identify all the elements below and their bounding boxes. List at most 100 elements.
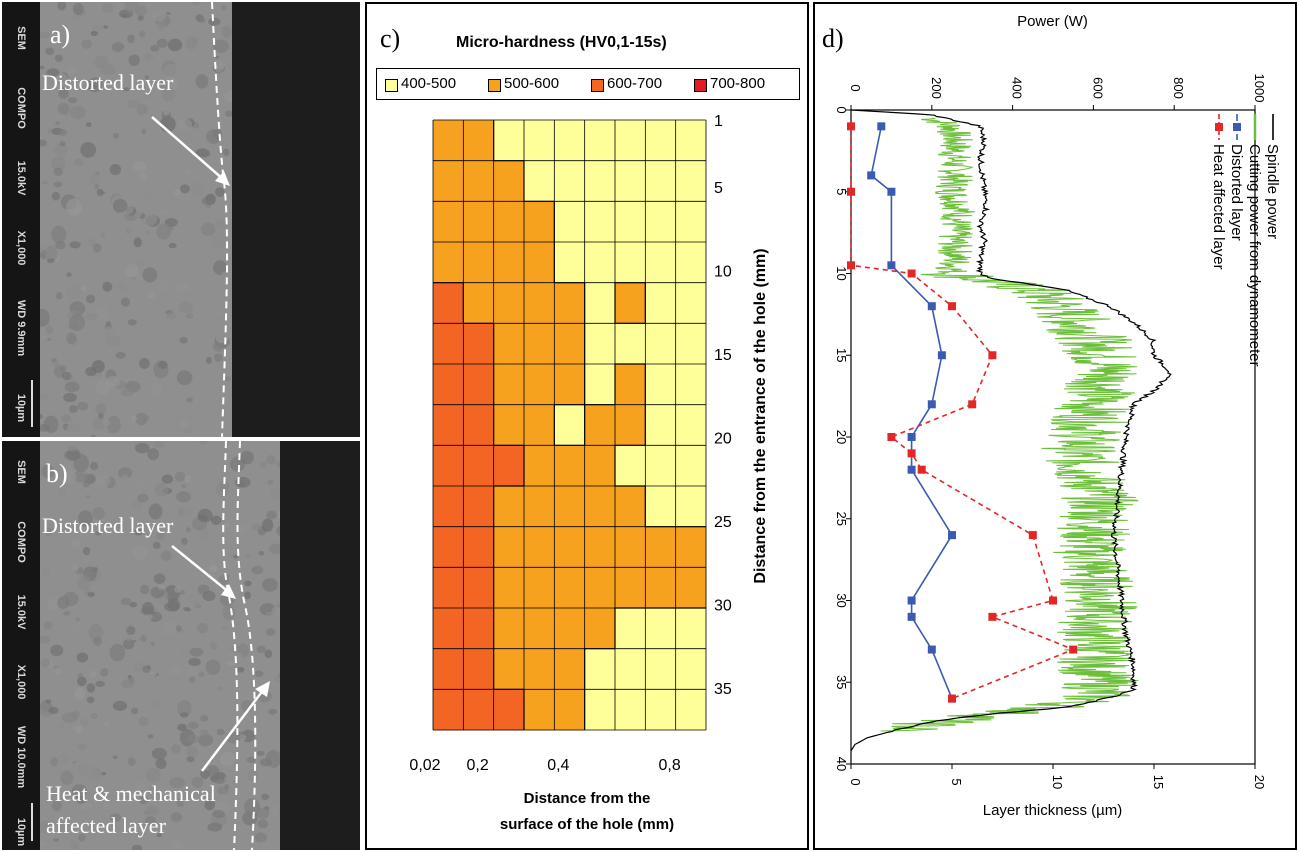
sem-speckle	[147, 292, 155, 299]
sem-speckle	[259, 758, 273, 767]
sem-speckle	[109, 643, 126, 662]
series-distorted-layer-marker	[877, 122, 886, 131]
arrow-line-b2	[201, 688, 265, 772]
power-tick-label: 400	[1010, 77, 1025, 99]
heatmap-cell	[463, 323, 495, 365]
heatmap-cell	[493, 608, 525, 650]
sem-speckle	[218, 311, 224, 316]
sem-speckle	[85, 122, 92, 128]
sem-speckle	[126, 99, 140, 109]
heatmap-cell	[675, 486, 707, 528]
sem-speckle	[269, 487, 282, 501]
sem-speckle	[61, 371, 72, 381]
sem-speckle	[271, 606, 283, 618]
sem-speckle	[125, 227, 132, 235]
heatmap-cell	[615, 567, 646, 609]
sem-speckle	[198, 441, 208, 445]
sem-speckle	[186, 746, 199, 758]
sem-speckle	[100, 232, 106, 238]
sem-speckle	[55, 292, 63, 300]
series-distorted-layer-marker	[907, 596, 916, 605]
heatmap-ylabel: Distance from the entrance of the hole (…	[752, 248, 769, 584]
sem-speckle	[109, 163, 122, 176]
sem-speckle	[57, 722, 64, 730]
sem-speckle	[43, 555, 52, 562]
sem-speckle	[85, 494, 91, 499]
sem-speckle	[186, 397, 194, 403]
heatmap-cell	[615, 160, 646, 202]
arrow-head-b2	[255, 681, 270, 697]
heatmap-cell	[675, 445, 707, 487]
depth-tick-label: 20	[834, 430, 849, 444]
sem-speckle	[137, 493, 149, 503]
sem-speckle	[161, 87, 176, 102]
sem-speckle	[77, 673, 83, 678]
sem-speckle	[80, 141, 97, 158]
heatmap-cell	[463, 282, 495, 324]
sem-speckle	[168, 243, 177, 249]
sem-speckle	[189, 647, 204, 657]
sem-speckle	[205, 193, 216, 205]
layer-axis-label: Layer thickness (µm)	[982, 802, 1123, 819]
sem-speckle	[177, 506, 193, 518]
series-heat-affected-layer-marker	[948, 694, 956, 703]
sem-speckle	[183, 795, 196, 810]
sem-speckle	[94, 531, 102, 536]
series-distorted-layer-line	[870, 126, 953, 699]
heatmap-cell	[554, 242, 586, 284]
legend-swatch-400-500	[385, 79, 398, 92]
sem-speckle	[150, 66, 155, 71]
heatmap-cell	[584, 160, 616, 202]
heatmap-cell	[463, 486, 495, 528]
heatmap-cell	[433, 404, 464, 446]
sem-speckle	[71, 710, 80, 719]
heatmap-cell	[645, 282, 677, 324]
sem-speckle	[262, 578, 278, 592]
sem-speckle	[135, 442, 150, 454]
sem-speckle	[133, 528, 144, 536]
sem-speckle	[225, 110, 233, 117]
heatmap-cell	[554, 526, 586, 568]
sem-speckle	[132, 161, 147, 172]
sem-speckle	[144, 53, 154, 61]
heatmap-cell	[584, 364, 616, 406]
sem-speckle	[245, 553, 252, 558]
sem-speckle	[215, 218, 227, 229]
sem-speckle	[208, 17, 221, 26]
sem-speckle	[191, 181, 204, 197]
sem-speckle	[87, 770, 102, 783]
sem-speckle	[76, 652, 89, 663]
sem-speckle	[140, 414, 150, 422]
sem-speckle	[268, 708, 278, 715]
y-tick-label: 1	[714, 113, 723, 130]
sem-speckle	[212, 772, 227, 784]
sem-speckle	[99, 757, 106, 765]
heatmap-cell	[524, 404, 555, 446]
heatmap-cell	[433, 445, 464, 487]
heatmap-cell	[554, 160, 586, 202]
y-tick-label: 20	[714, 431, 732, 448]
sem-speckle	[71, 563, 79, 572]
sem-speckle	[216, 62, 226, 69]
sem-speckle	[131, 844, 143, 850]
heatmap-cell	[675, 160, 707, 202]
heatmap-cell	[615, 364, 646, 406]
legend-label-cutting-power: Cutting power from dynamometer	[1246, 144, 1263, 367]
sem-speckle	[205, 659, 221, 675]
sem-speckle	[88, 623, 104, 642]
sem-speckle	[92, 24, 104, 32]
heatmap-cell	[584, 526, 616, 568]
sem-speckle	[39, 393, 49, 401]
heatmap-cell	[493, 120, 525, 162]
sem-speckle	[51, 155, 66, 171]
series-heat-affected-layer-marker	[917, 465, 926, 474]
layer-tick-label: 0	[848, 778, 863, 785]
sem-speckle	[148, 786, 154, 792]
heatmap-cell	[463, 160, 495, 202]
sem-speckle	[224, 784, 230, 790]
y-tick-label: 5	[714, 180, 723, 197]
sem-speckle	[151, 747, 167, 760]
sem-speckle	[200, 530, 210, 541]
series-heat-affected-layer-marker	[907, 449, 916, 458]
